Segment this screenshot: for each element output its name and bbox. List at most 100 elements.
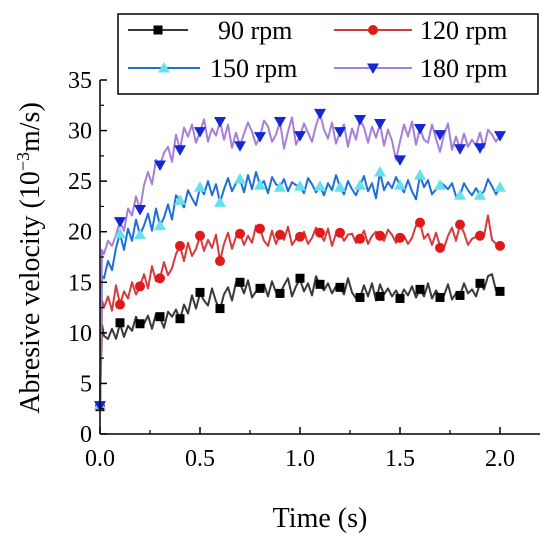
legend-box <box>117 13 539 95</box>
series-3-marker <box>194 181 206 192</box>
series-1-marker <box>175 314 185 324</box>
series-4-marker <box>254 132 266 143</box>
series-line-1 <box>99 273 501 407</box>
series-4-marker <box>434 130 446 141</box>
series-3-marker <box>114 227 126 239</box>
series-3-marker <box>434 179 446 190</box>
series-line-4 <box>99 112 501 406</box>
series-2-marker <box>255 223 265 234</box>
series-4-marker <box>274 116 286 128</box>
series-4-marker <box>414 124 426 135</box>
series-layer <box>99 112 501 407</box>
series-1-marker <box>475 278 485 288</box>
series-1-marker <box>255 283 265 293</box>
series-2-marker <box>375 230 385 241</box>
y-tick-label: 15 <box>68 270 92 296</box>
series-2-marker <box>335 227 345 238</box>
series-3-marker <box>494 181 506 192</box>
series-2-marker <box>475 230 485 241</box>
legend-label: 120 rpm <box>420 16 507 45</box>
series-4-marker <box>234 141 246 152</box>
series-3-marker <box>454 189 466 200</box>
series-2-marker <box>115 299 125 310</box>
series-2-marker <box>175 240 185 251</box>
legend-marker <box>153 25 163 35</box>
series-2-marker <box>235 228 245 239</box>
series-3-marker <box>354 179 366 190</box>
legend-marker <box>158 62 170 73</box>
series-3-marker <box>154 219 166 231</box>
legend-label: 90 rpm <box>218 16 292 45</box>
series-4-marker <box>474 143 486 154</box>
y-tick-label: 30 <box>68 119 92 145</box>
x-tick-label: 1.0 <box>285 446 315 472</box>
series-1-marker <box>115 318 125 328</box>
series-1-marker <box>155 312 165 322</box>
y-axis-title-main: Abresive velocity (10 <box>15 171 46 414</box>
series-1-marker <box>415 284 425 294</box>
series-2-marker <box>435 242 445 253</box>
y-axis-title-unit: m/s) <box>15 102 46 152</box>
series-4-marker <box>314 108 326 120</box>
x-tick-label: 1.5 <box>385 446 415 472</box>
series-3-marker <box>394 179 406 190</box>
series-2-marker <box>455 219 465 230</box>
y-tick-label: 5 <box>80 371 92 397</box>
series-4-marker <box>134 204 146 216</box>
series-3-marker <box>274 181 286 192</box>
series-1-marker <box>435 292 445 302</box>
series-1-marker <box>335 282 345 292</box>
series-4-marker <box>454 144 466 155</box>
series-4-marker <box>214 116 226 128</box>
x-axis-title: Time (s) <box>273 503 368 534</box>
series-2-marker <box>195 230 205 241</box>
series-4-marker <box>114 217 126 228</box>
y-axis-title: Abresive velocity (10−3m/s) <box>13 102 46 414</box>
series-1-marker <box>375 291 385 301</box>
series-4-marker <box>194 127 206 138</box>
y-tick-label: 35 <box>68 68 92 94</box>
y-tick-label: 0 <box>80 422 92 448</box>
series-line-3 <box>99 171 501 405</box>
series-4-marker <box>374 118 386 130</box>
series-3-marker <box>314 180 326 191</box>
series-4-marker <box>174 145 186 156</box>
series-3-marker <box>374 166 386 177</box>
legend-label: 150 rpm <box>210 54 297 83</box>
series-1-marker <box>455 290 465 300</box>
y-tick-label: 10 <box>68 321 92 347</box>
series-1-marker <box>315 279 325 289</box>
marker-layer <box>94 108 506 412</box>
x-tick-label: 2.0 <box>485 446 515 472</box>
series-3-marker <box>474 189 486 200</box>
series-4-marker <box>154 160 166 171</box>
series-4-marker <box>354 114 366 126</box>
series-3-marker <box>334 181 346 192</box>
series-3-marker <box>294 180 306 191</box>
series-3-marker <box>254 179 266 190</box>
y-axis-title-exponent: −3 <box>13 152 33 171</box>
legend: 90 rpm 120 rpm 150 rpm 180 rpm <box>117 13 539 95</box>
series-2-marker <box>495 240 505 251</box>
series-4-marker <box>494 131 506 142</box>
series-2-marker <box>395 232 405 243</box>
series-1-marker <box>235 277 245 287</box>
series-4-marker <box>394 155 406 166</box>
series-2-marker <box>315 227 325 238</box>
series-1-marker <box>395 293 405 303</box>
series-2-marker <box>295 231 305 242</box>
series-1-marker <box>495 286 505 296</box>
series-3-marker <box>174 194 186 205</box>
series-4-marker <box>334 127 346 138</box>
series-2-marker <box>275 229 285 240</box>
series-1-marker <box>215 304 225 314</box>
legend-marker <box>368 25 378 35</box>
legend-marker <box>367 63 379 74</box>
series-1-marker <box>355 292 365 302</box>
series-1-marker <box>135 319 145 329</box>
series-2-marker <box>215 256 225 267</box>
y-tick-label: 25 <box>68 169 92 195</box>
series-1-marker <box>295 273 305 283</box>
series-3-marker <box>134 228 146 240</box>
